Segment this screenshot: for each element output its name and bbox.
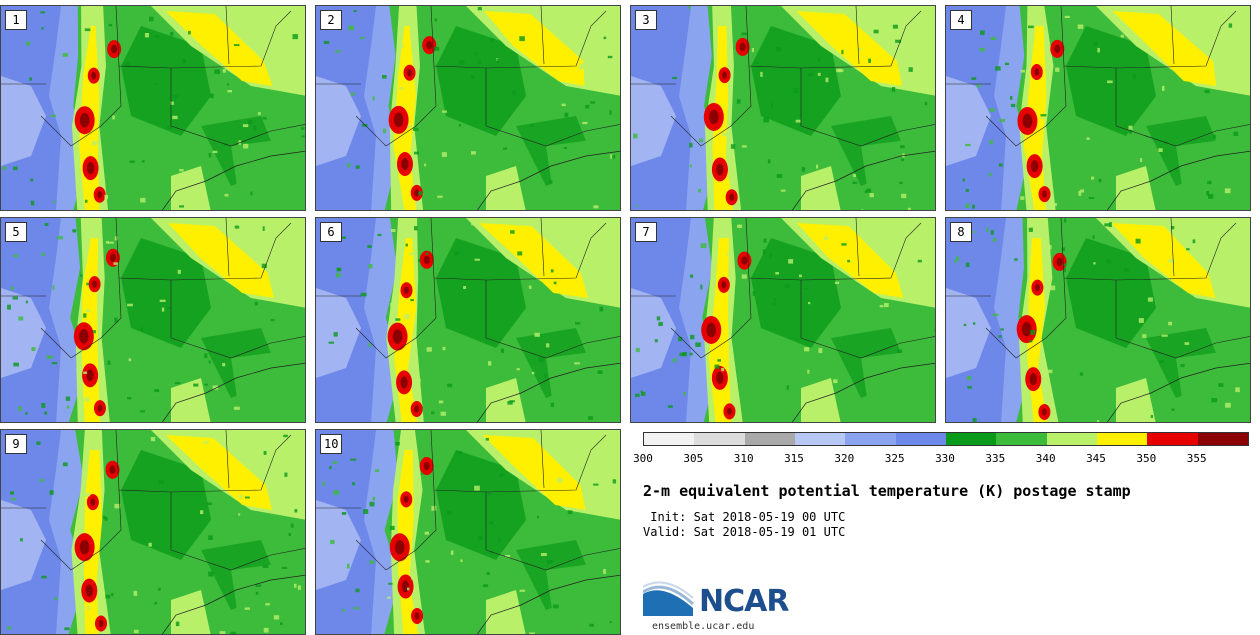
colorbar <box>643 432 1249 446</box>
valid-time: Valid: Sat 2018-05-19 01 UTC <box>643 525 846 539</box>
colorbar-tick-label: 325 <box>884 452 905 465</box>
colorbar-swatch <box>996 433 1047 445</box>
colorbar-tick-label: 305 <box>683 452 704 465</box>
colorbar-tick-label: 345 <box>1086 452 1106 465</box>
map-panel-4: 4 <box>945 5 1251 211</box>
map-panel-10: 10 <box>315 429 621 635</box>
colorbar-swatch <box>794 433 846 445</box>
colorbar-swatch <box>1096 433 1148 445</box>
ncar-logo-swoosh-icon <box>642 581 695 616</box>
map-panel-6: 6 <box>315 217 621 423</box>
colorbar-swatch <box>945 433 997 445</box>
panel-number: 4 <box>950 10 972 30</box>
colorbar-tick-label: 340 <box>1035 452 1056 465</box>
page-title: 2-m equivalent potential temperature (K)… <box>643 482 1131 500</box>
panel-number: 6 <box>320 222 342 242</box>
init-time: Init: Sat 2018-05-19 00 UTC <box>643 510 846 524</box>
map-panel-1: 1 <box>0 5 306 211</box>
colorbar-tick-label: 330 <box>935 452 955 465</box>
ncar-logo: NCAR <box>642 578 803 620</box>
panel-number: 2 <box>320 10 342 30</box>
colorbar-swatch <box>1147 433 1198 445</box>
colorbar-swatch <box>895 433 946 445</box>
map-panel-7: 7 <box>630 217 936 423</box>
panel-number: 9 <box>5 434 27 454</box>
panel-number: 5 <box>5 222 27 242</box>
colorbar-tick-label: 315 <box>784 452 804 465</box>
colorbar-swatch <box>845 433 896 445</box>
colorbar-tick-label: 300 <box>633 452 653 465</box>
ncar-logo-text: NCAR <box>699 584 789 619</box>
panel-number: 7 <box>635 222 657 242</box>
panel-number: 3 <box>635 10 657 30</box>
colorbar-swatch <box>1046 433 1097 445</box>
colorbar-tick-label: 320 <box>834 452 855 465</box>
map-panel-9: 9 <box>0 429 306 635</box>
colorbar-tick-label: 355 <box>1186 452 1207 465</box>
colorbar-tick-label: 350 <box>1136 452 1157 465</box>
panel-number: 10 <box>320 434 343 454</box>
map-panel-8: 8 <box>945 217 1251 423</box>
map-panel-5: 5 <box>0 217 306 423</box>
colorbar-swatch <box>744 433 795 445</box>
colorbar-swatch <box>644 433 695 445</box>
colorbar-swatch <box>694 433 745 445</box>
colorbar-swatch <box>1197 433 1248 445</box>
colorbar-tick-label: 310 <box>733 452 754 465</box>
panel-number: 1 <box>5 10 27 30</box>
map-panel-2: 2 <box>315 5 621 211</box>
panel-number: 8 <box>950 222 972 242</box>
website-url: ensemble.ucar.edu <box>652 621 755 632</box>
colorbar-tick-label: 335 <box>985 452 1006 465</box>
map-panel-3: 3 <box>630 5 936 211</box>
